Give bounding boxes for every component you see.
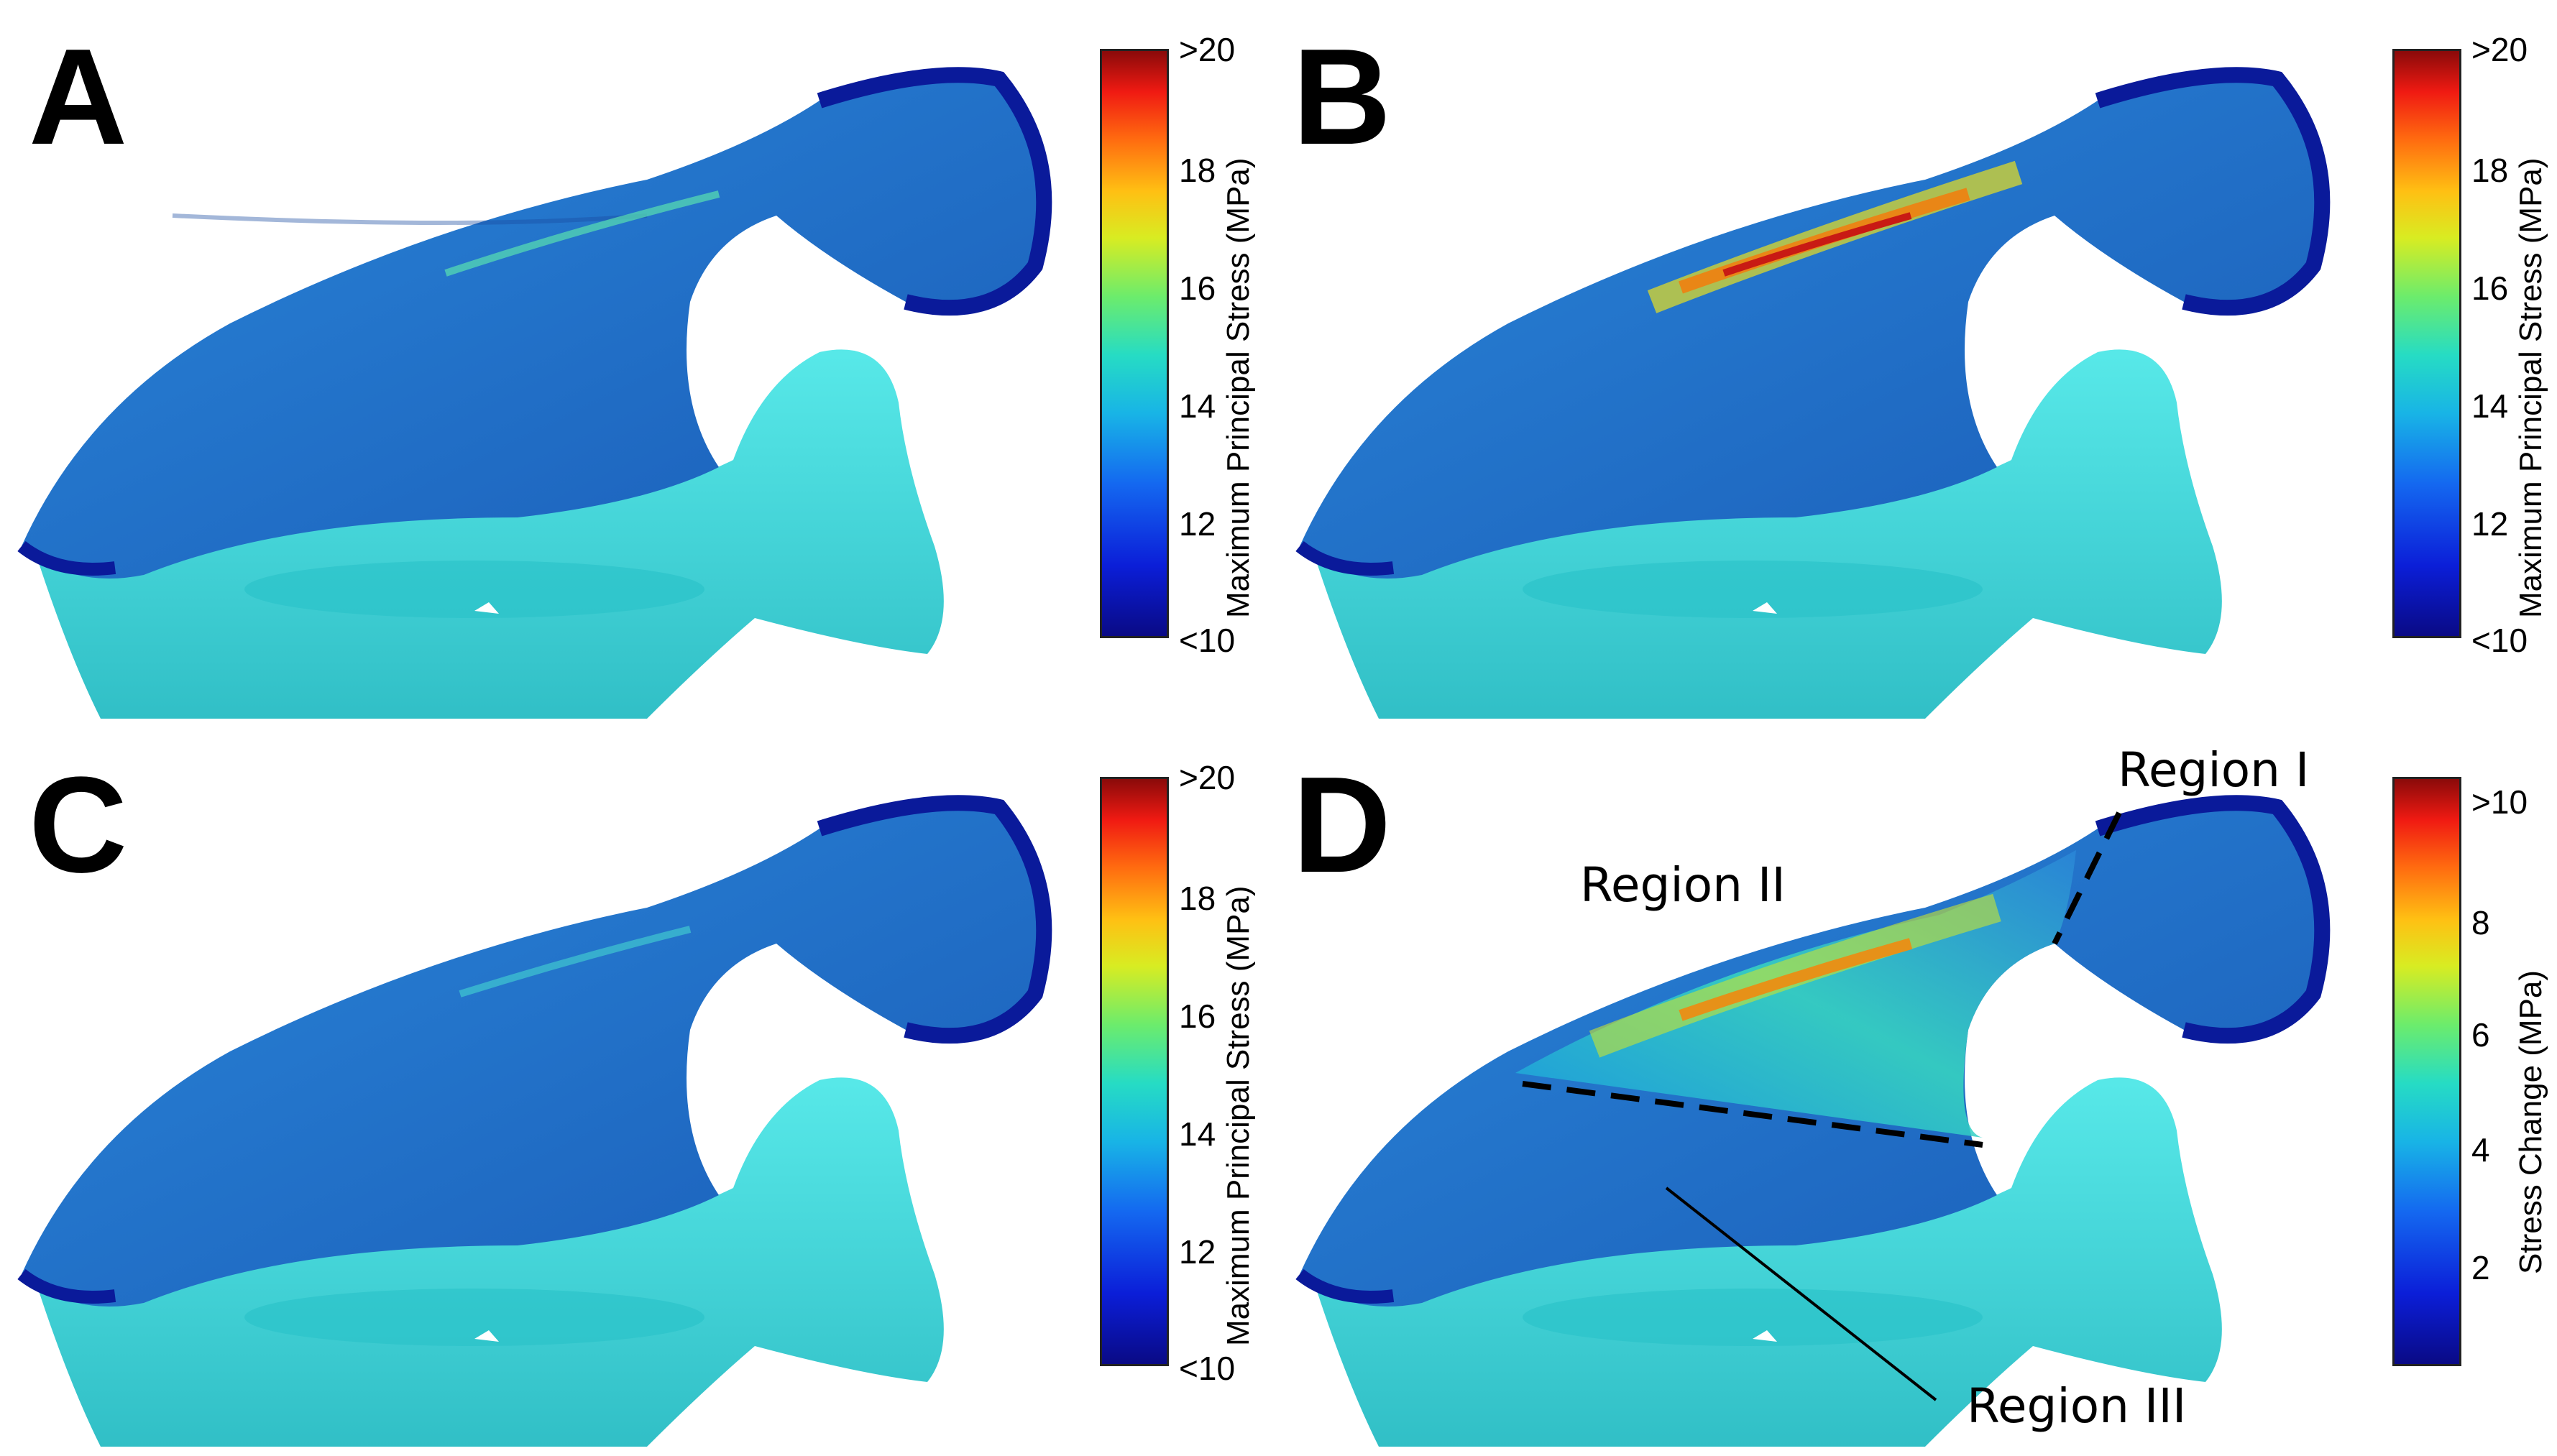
- panel-a-tick-5: 12: [1179, 505, 1216, 543]
- panel-c-tick-2: 18: [1179, 880, 1216, 917]
- panel-b-tick-5: 12: [2471, 505, 2509, 543]
- panel-b-letter: B: [1293, 21, 1392, 173]
- panel-b-colorbar-label: Maximum Principal Stress (MPa): [2513, 157, 2548, 618]
- panel-c-tick-3: 16: [1179, 997, 1216, 1035]
- panel-d-letter: D: [1293, 749, 1392, 901]
- panel-d-tick-3: 6: [2471, 1016, 2490, 1054]
- region-boundary-2: [1522, 1081, 1983, 1148]
- panel-d-tick-5: 2: [2471, 1249, 2490, 1286]
- panel-c-tick-5: 12: [1179, 1233, 1216, 1271]
- panel-a-letter: A: [29, 21, 128, 173]
- upper-bone: [22, 75, 1045, 579]
- panel-c-tick-4: 14: [1179, 1115, 1216, 1153]
- panel-d-colorbar: [2392, 777, 2461, 1366]
- panel-c: C >20 18 16 14 12 <10 Maximum Principal …: [0, 728, 1278, 1456]
- lower-bone: [1307, 1077, 2222, 1447]
- panel-b: B >20 18 16 14 12 <10 Maximum Principal …: [1278, 0, 2557, 728]
- lower-bone: [1307, 349, 2222, 719]
- panel-b-tick-4: 14: [2471, 387, 2509, 425]
- panel-a-colorbar: [1100, 49, 1169, 638]
- panel-a-colorbar-label: Maximum Principal Stress (MPa): [1221, 157, 1256, 618]
- region-iii-label: Region III: [1967, 1378, 2187, 1434]
- panel-a-render: [17, 67, 1052, 719]
- panel-d-tick-2: 8: [2471, 904, 2490, 941]
- panel-d-tick-1: >10: [2471, 783, 2528, 821]
- panel-d-colorbar-label: Stress Change (MPa): [2513, 969, 2548, 1274]
- panel-c-colorbar: [1100, 777, 1169, 1366]
- panel-a-tick-1: >20: [1179, 31, 1236, 68]
- panel-b-colorbar: [2392, 49, 2461, 638]
- panel-c-render: [17, 795, 1052, 1447]
- region-i-label: Region I: [2118, 742, 2310, 798]
- panel-d-tick-4: 4: [2471, 1131, 2490, 1169]
- lower-bone: [29, 349, 944, 719]
- panel-a-tick-6: <10: [1179, 622, 1236, 659]
- region-boundary-1: [2052, 811, 2122, 945]
- lower-bone: [29, 1077, 944, 1447]
- region-iii-leader: [1665, 1187, 1937, 1401]
- region-ii-label: Region II: [1580, 857, 1786, 913]
- panel-a: A >20 18 16 14 12 <10 Maximum Principal …: [0, 0, 1278, 728]
- panel-b-tick-3: 16: [2471, 269, 2509, 307]
- panel-a-tick-4: 14: [1179, 387, 1216, 425]
- panel-c-tick-1: >20: [1179, 759, 1236, 796]
- panel-d: D Region I Region II Region III >10 8 6 …: [1278, 728, 2557, 1456]
- panel-b-render: [1295, 67, 2331, 719]
- panel-d-render: [1295, 795, 2331, 1447]
- panel-a-tick-2: 18: [1179, 152, 1216, 189]
- panel-b-tick-6: <10: [2471, 622, 2528, 659]
- panel-b-tick-1: >20: [2471, 31, 2528, 68]
- panel-c-tick-6: <10: [1179, 1350, 1236, 1387]
- panel-c-letter: C: [29, 749, 128, 901]
- panel-a-tick-3: 16: [1179, 269, 1216, 307]
- panel-c-colorbar-label: Maximum Principal Stress (MPa): [1221, 885, 1256, 1346]
- upper-bone: [22, 803, 1045, 1307]
- panel-b-tick-2: 18: [2471, 152, 2509, 189]
- upper-bone: [1300, 75, 2323, 579]
